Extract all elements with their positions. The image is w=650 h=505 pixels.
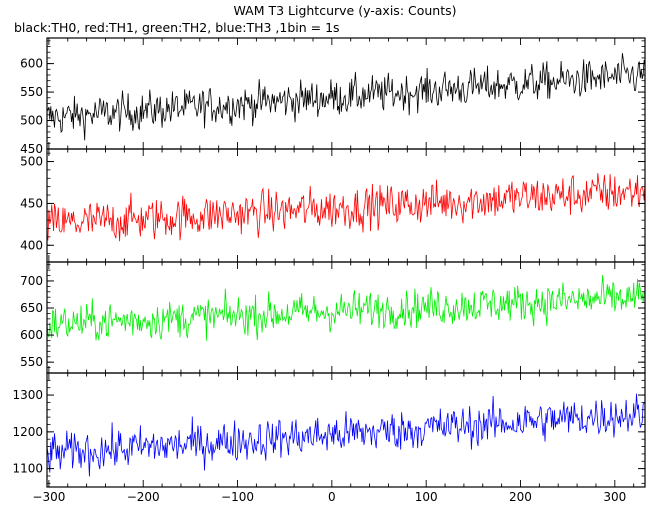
panel-2: 400 450 500	[20, 148, 646, 263]
panel-frame	[46, 37, 646, 150]
y-tick-label: 1300	[12, 388, 43, 402]
y-tick-label: 450	[20, 196, 43, 210]
y-tick-label: 550	[20, 355, 43, 369]
series-th3	[47, 393, 645, 477]
x-tick-label: 300	[603, 490, 626, 504]
y-tick-label: 400	[20, 238, 43, 252]
y-tick-label: 700	[20, 274, 43, 288]
y-tick-label: 500	[20, 114, 43, 128]
y-tick-label: 1100	[12, 462, 43, 476]
panel-frame	[46, 372, 646, 488]
panel-frame	[46, 148, 646, 263]
series-th0	[47, 53, 645, 141]
y-tick-label: 600	[20, 57, 43, 71]
chart-subtitle: black:TH0, red:TH1, green:TH2, blue:TH3 …	[14, 20, 340, 35]
panel-3: 550 600 650 700	[20, 261, 646, 374]
y-tick-label: 600	[20, 328, 43, 342]
y-tick-label: 650	[20, 301, 43, 315]
x-tick-label: 100	[415, 490, 438, 504]
y-tick-label: 500	[20, 155, 43, 169]
x-tick-label: 200	[509, 490, 532, 504]
panel-frame	[46, 261, 646, 374]
y-tick-label: 550	[20, 85, 43, 99]
panel-1: 450 500 550 600	[20, 37, 646, 156]
x-tick-label: −200	[127, 490, 160, 504]
x-tick-label: −100	[221, 490, 254, 504]
x-tick-label: 0	[328, 490, 336, 504]
panel-4: 1100 1200 1300 −300 −200 −100 0 100 200 300	[12, 372, 646, 504]
series-th2	[47, 275, 645, 341]
series-th1	[47, 172, 645, 242]
x-tick-label: −300	[32, 490, 65, 504]
y-tick-label: 1200	[12, 425, 43, 439]
y-tick-label: 450	[20, 142, 43, 156]
chart-title: WAM T3 Lightcurve (y-axis: Counts)	[233, 3, 456, 18]
